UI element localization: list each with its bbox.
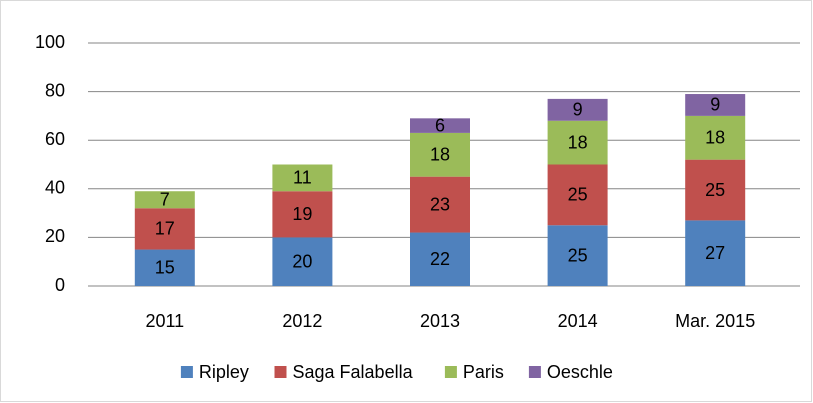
bar-segment [685,220,746,286]
data-label: 27 [705,243,725,263]
bar-segment [134,249,195,286]
x-tick-label: Mar. 2015 [675,311,755,331]
bar-segment [410,232,470,286]
bar-segment [272,237,333,286]
bar-segment [685,115,746,160]
x-tick-label: 2011 [145,311,184,331]
data-label: 25 [705,180,725,200]
data-label: 9 [710,95,720,115]
data-label: 6 [435,115,445,135]
y-tick-label: 0 [55,275,65,295]
data-label: 9 [573,100,583,120]
bar-segment [410,132,470,177]
data-label: 7 [160,189,170,209]
y-tick-label: 80 [45,80,65,100]
y-tick-label: 20 [45,226,65,246]
x-tick-label: 2013 [420,311,460,331]
data-label: 22 [430,249,450,269]
data-label: 18 [705,128,725,148]
data-label: 18 [568,132,588,152]
legend-label: Oeschle [547,362,613,382]
legend-swatch [274,366,287,378]
data-label: 18 [430,145,450,165]
bar-segment [547,164,608,226]
x-tick-label: 2012 [282,311,322,331]
data-label: 23 [430,194,450,214]
data-label: 20 [292,251,312,271]
legend-swatch [180,366,193,378]
legend-swatch [528,366,541,378]
y-tick-label: 60 [45,129,65,149]
bar-segment [547,98,608,121]
bar-segment [547,120,608,165]
legend-label: Saga Falabella [293,362,414,382]
legend-label: Ripley [199,362,249,382]
x-tick-label: 2014 [558,311,598,331]
bar-segment [134,191,195,209]
bar-segment [134,208,195,250]
bar-segment [685,94,746,116]
data-label: 19 [292,204,312,224]
bar-segment [685,159,746,221]
bar-segment [410,118,470,133]
data-label: 25 [568,245,588,265]
bar-segment [547,225,608,286]
bar-segment [272,191,333,238]
bar-segment [272,164,333,192]
bar-segment [410,176,470,233]
y-tick-label: 100 [35,32,65,52]
data-label: 15 [155,258,175,278]
y-tick-label: 40 [45,178,65,198]
data-label: 11 [293,168,312,188]
legend-swatch [444,366,457,378]
data-label: 25 [568,185,588,205]
data-label: 17 [155,219,175,239]
legend-label: Paris [463,362,504,382]
